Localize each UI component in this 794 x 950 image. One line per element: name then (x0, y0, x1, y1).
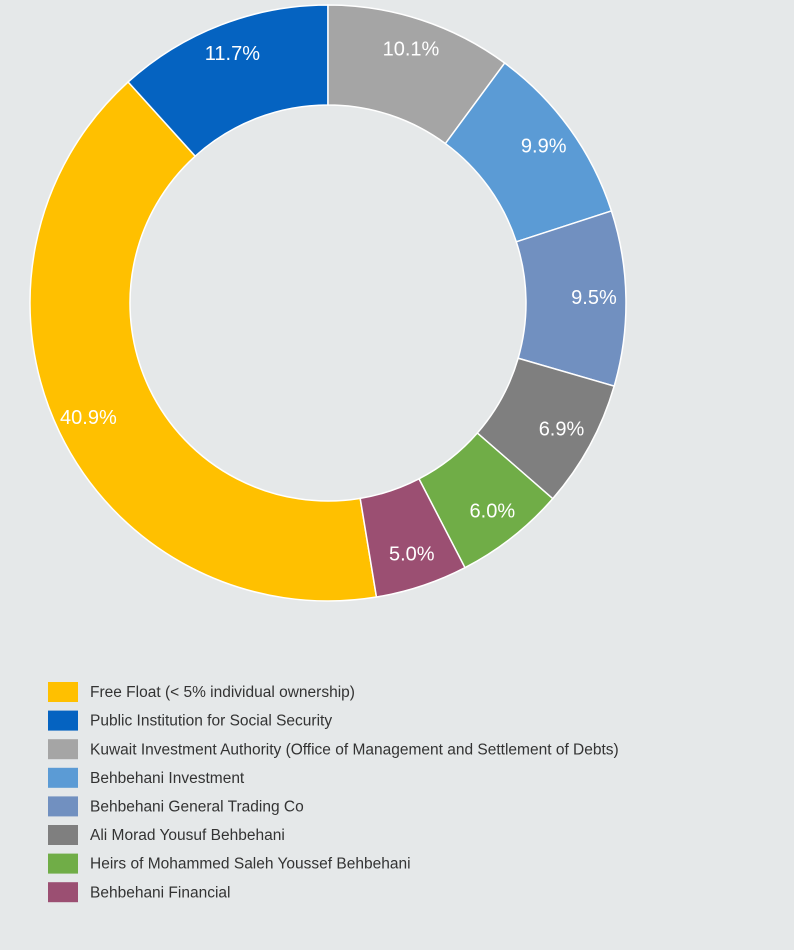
legend-text: Behbehani General Trading Co (90, 798, 304, 815)
legend-text: Free Float (< 5% individual ownership) (90, 684, 355, 701)
slice-label: 40.9% (60, 407, 117, 429)
legend-swatch (48, 796, 78, 817)
slice-label: 6.0% (470, 500, 516, 522)
slice-label: 11.7% (205, 43, 260, 65)
legend-text: Public Institution for Social Security (90, 713, 332, 730)
slice-label: 9.9% (521, 136, 567, 158)
slice (29, 80, 378, 602)
legend-swatch (48, 739, 78, 760)
slice-label: 10.1% (383, 39, 440, 61)
legend-swatch (48, 682, 78, 702)
legend-swatch (48, 767, 78, 788)
legend-swatch (48, 882, 78, 903)
legend-text: Behbehani Investment (90, 770, 245, 787)
legend-text: Kuwait Investment Authority (Office of M… (90, 741, 619, 758)
legend-text: Ali Morad Yousuf Behbehani (90, 827, 285, 844)
slice (359, 477, 466, 598)
legend-swatch (48, 825, 78, 845)
slice-label: 6.9% (539, 419, 585, 441)
legend-text: Heirs of Mohammed Saleh Youssef Behbehan… (90, 856, 411, 873)
legend-swatch (48, 853, 78, 874)
slice-label: 5.0% (389, 544, 435, 566)
legend-swatch (48, 710, 78, 731)
legend-text: Behbehani Financial (90, 884, 230, 901)
slice-label: 9.5% (571, 287, 617, 309)
